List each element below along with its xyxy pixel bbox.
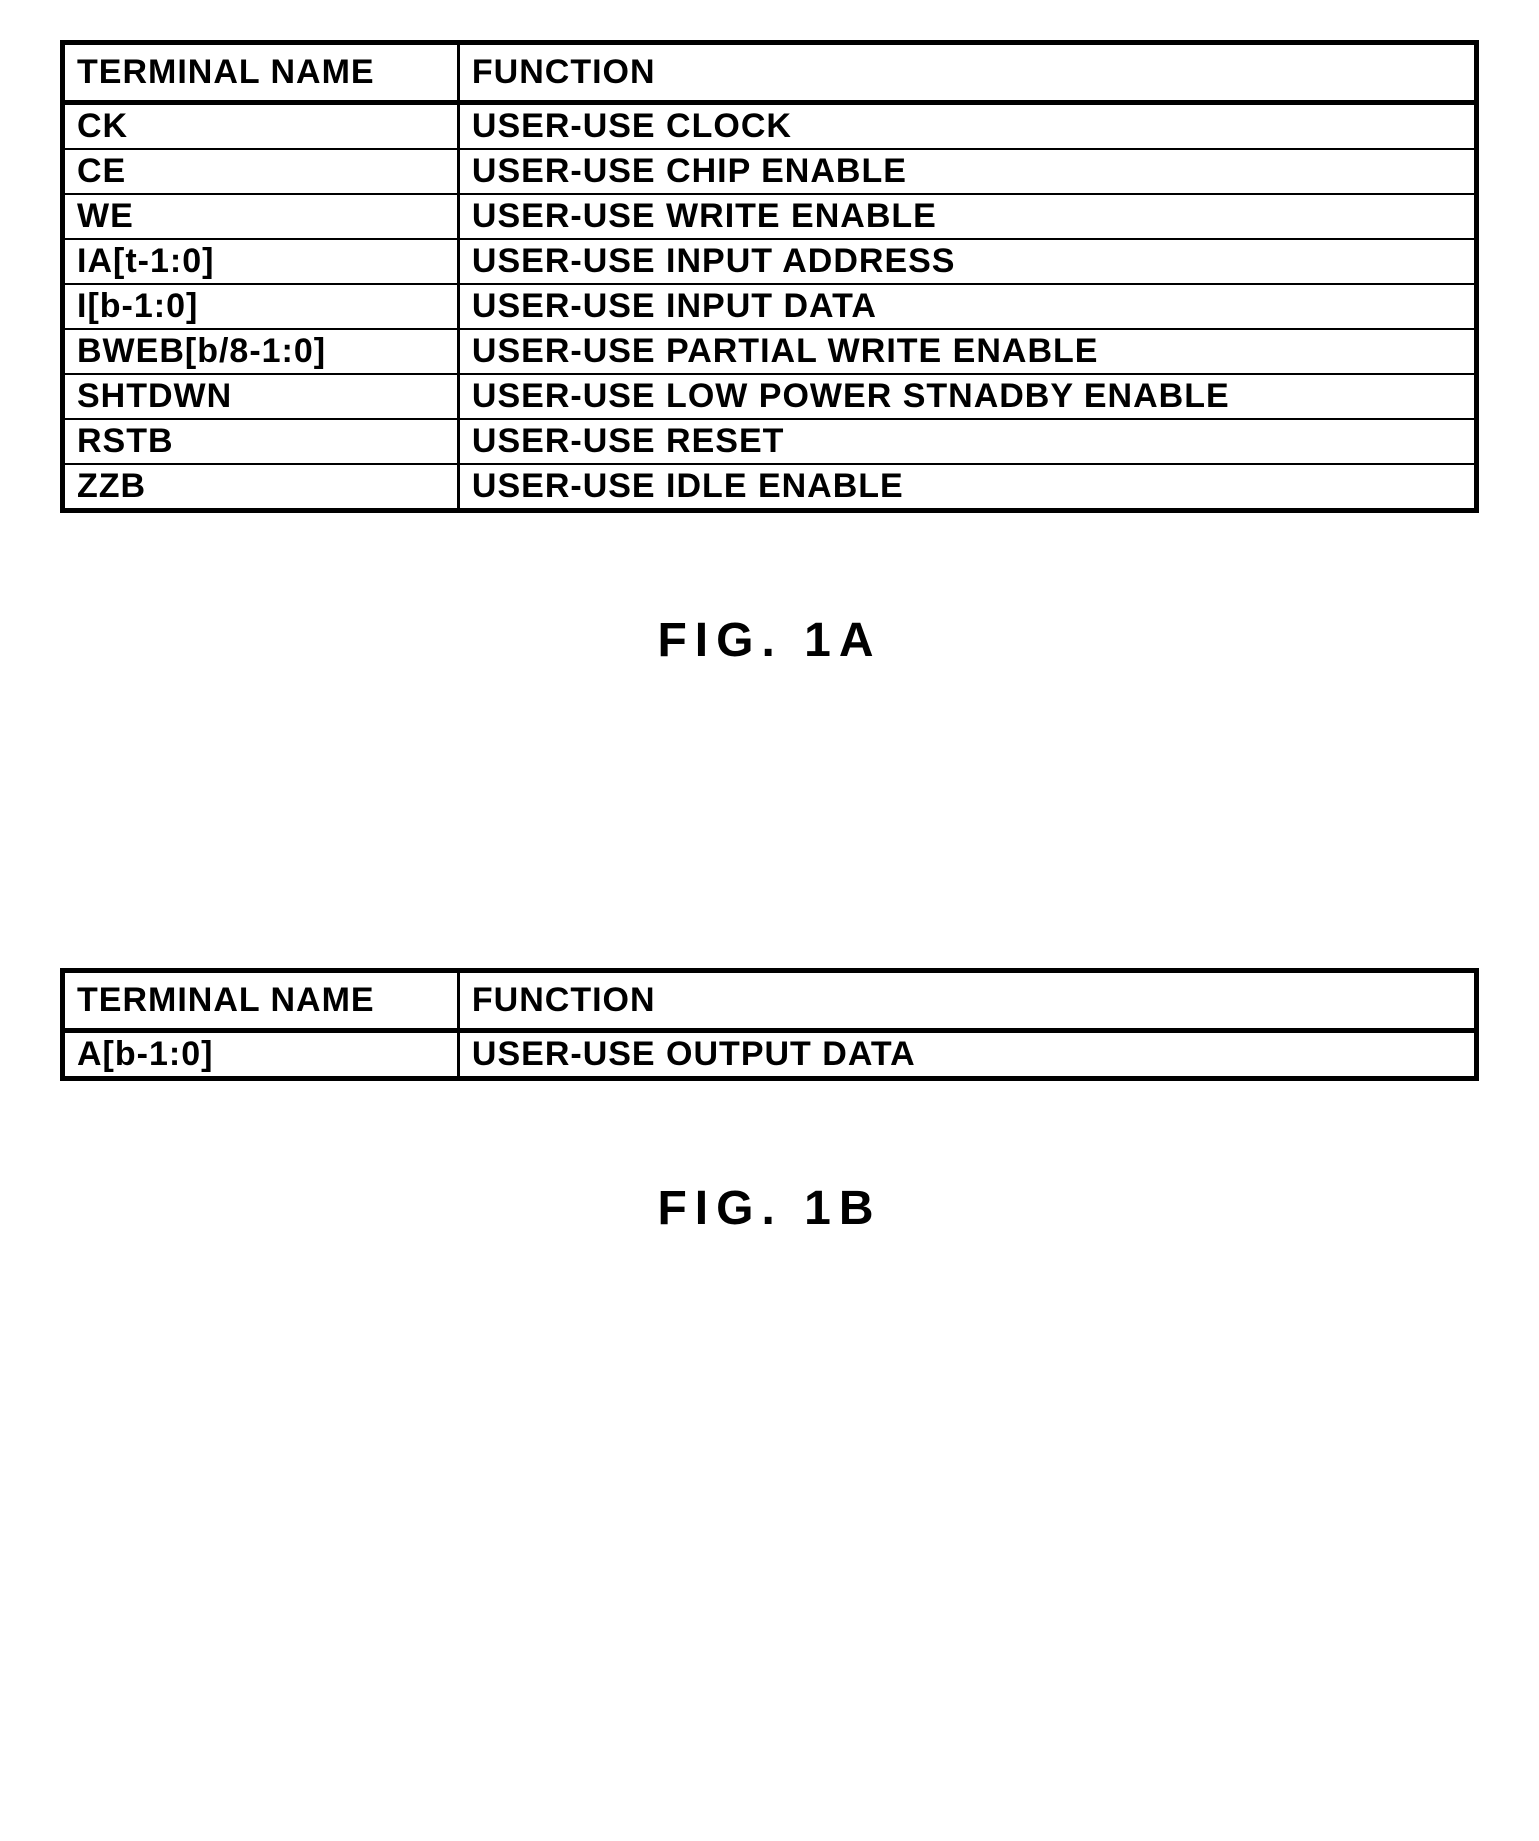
table-row: A[b-1:0] USER-USE OUTPUT DATA	[63, 1031, 1477, 1079]
table-row: WE USER-USE WRITE ENABLE	[63, 194, 1477, 239]
function-cell: USER-USE LOW POWER STNADBY ENABLE	[458, 374, 1476, 419]
table-row: CK USER-USE CLOCK	[63, 103, 1477, 150]
table-row: ZZB USER-USE IDLE ENABLE	[63, 464, 1477, 511]
terminal-cell: IA[t-1:0]	[63, 239, 459, 284]
header-terminal-name: TERMINAL NAME	[63, 43, 459, 103]
terminal-cell: A[b-1:0]	[63, 1031, 459, 1079]
function-cell: USER-USE WRITE ENABLE	[458, 194, 1476, 239]
table-header-row: TERMINAL NAME FUNCTION	[63, 43, 1477, 103]
terminal-cell: RSTB	[63, 419, 459, 464]
table-row: SHTDWN USER-USE LOW POWER STNADBY ENABLE	[63, 374, 1477, 419]
table-b-body: A[b-1:0] USER-USE OUTPUT DATA	[63, 1031, 1477, 1079]
table-row: CE USER-USE CHIP ENABLE	[63, 149, 1477, 194]
table-row: RSTB USER-USE RESET	[63, 419, 1477, 464]
table-row: IA[t-1:0] USER-USE INPUT ADDRESS	[63, 239, 1477, 284]
function-cell: USER-USE PARTIAL WRITE ENABLE	[458, 329, 1476, 374]
function-cell: USER-USE CLOCK	[458, 103, 1476, 150]
function-cell: USER-USE INPUT ADDRESS	[458, 239, 1476, 284]
terminal-table-b: TERMINAL NAME FUNCTION A[b-1:0] USER-USE…	[60, 968, 1479, 1081]
header-function: FUNCTION	[458, 971, 1476, 1031]
function-cell: USER-USE OUTPUT DATA	[458, 1031, 1476, 1079]
function-cell: USER-USE CHIP ENABLE	[458, 149, 1476, 194]
table-row: I[b-1:0] USER-USE INPUT DATA	[63, 284, 1477, 329]
table-b-container: TERMINAL NAME FUNCTION A[b-1:0] USER-USE…	[60, 968, 1479, 1081]
terminal-cell: CE	[63, 149, 459, 194]
terminal-cell: ZZB	[63, 464, 459, 511]
terminal-cell: CK	[63, 103, 459, 150]
header-function: FUNCTION	[458, 43, 1476, 103]
table-a-container: TERMINAL NAME FUNCTION CK USER-USE CLOCK…	[60, 40, 1479, 513]
table-a-body: CK USER-USE CLOCK CE USER-USE CHIP ENABL…	[63, 103, 1477, 511]
figure-a-caption: FIG. 1A	[60, 613, 1479, 668]
table-header-row: TERMINAL NAME FUNCTION	[63, 971, 1477, 1031]
function-cell: USER-USE IDLE ENABLE	[458, 464, 1476, 511]
terminal-cell: WE	[63, 194, 459, 239]
terminal-cell: BWEB[b/8-1:0]	[63, 329, 459, 374]
table-row: BWEB[b/8-1:0] USER-USE PARTIAL WRITE ENA…	[63, 329, 1477, 374]
figure-b-caption: FIG. 1B	[60, 1181, 1479, 1236]
terminal-cell: SHTDWN	[63, 374, 459, 419]
header-terminal-name: TERMINAL NAME	[63, 971, 459, 1031]
terminal-cell: I[b-1:0]	[63, 284, 459, 329]
function-cell: USER-USE INPUT DATA	[458, 284, 1476, 329]
terminal-table-a: TERMINAL NAME FUNCTION CK USER-USE CLOCK…	[60, 40, 1479, 513]
function-cell: USER-USE RESET	[458, 419, 1476, 464]
